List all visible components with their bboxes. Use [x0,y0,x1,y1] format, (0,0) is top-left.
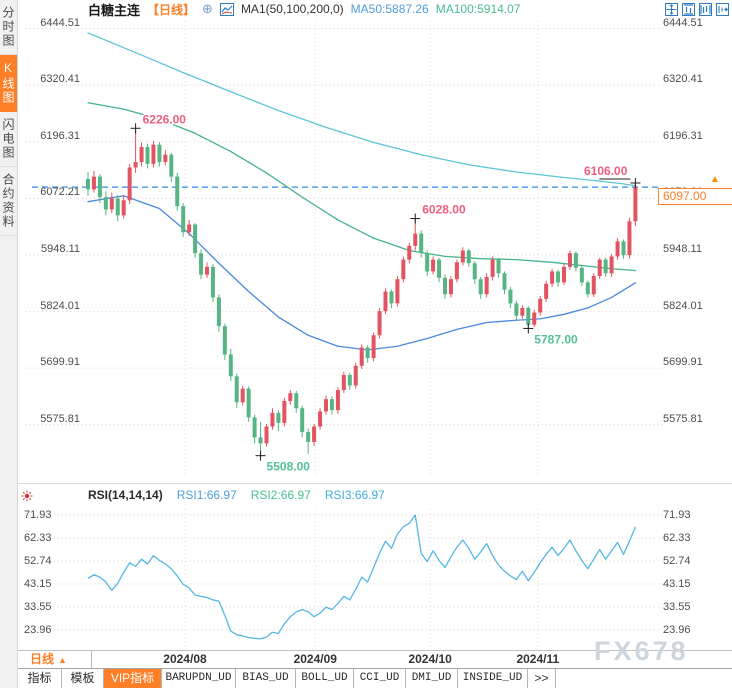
add-indicator-icon[interactable]: ⊕ [202,1,213,16]
indicator-settings-icon[interactable] [21,489,33,502]
ma-settings-label: MA1(50,100,200,0) [240,2,344,16]
sidebar-item-kline-chart[interactable]: K线图 [0,55,17,112]
tab-bias-ud[interactable]: BIAS_UD [236,669,296,688]
svg-text:6226.00: 6226.00 [143,112,187,126]
symbol-name: 白糖主连 [88,2,141,18]
rsi-header: RSI(14,14,14) RSI1:66.97 RSI2:66.97 RSI3… [88,487,385,503]
x-axis-month-label: 2024/11 [516,652,560,666]
tab-more[interactable]: >> [528,669,556,688]
rsi3-value: RSI3:66.97 [324,488,385,502]
chart-header: 白糖主连 【日线】 ⊕ MA1(50,100,200,0) MA50:5887.… [88,1,521,18]
pan-tool-icon[interactable] [665,3,678,16]
rsi2-value: RSI2:66.97 [250,488,311,502]
rsi1-value: RSI1:66.97 [176,488,237,502]
svg-text:5787.00: 5787.00 [534,332,578,346]
x-axis-month-label: 2024/10 [408,652,452,666]
fit-horizontal-icon[interactable] [699,3,712,16]
svg-text:6028.00: 6028.00 [422,203,466,217]
ma100-value: MA100:5914.07 [435,2,521,16]
rsi-title: RSI(14,14,14) [88,488,163,502]
ma50-value: MA50:5887.26 [350,2,429,16]
x-axis-month-label: 2024/08 [163,652,207,666]
indicator-tabs: 指标 模板 VIP指标 BARUPDN_UD BIAS_UD BOLL_UD C… [18,668,732,688]
period-tag: 【日线】 [147,2,196,17]
current-price-badge: 6097.00 [658,188,732,205]
sidebar-item-time-chart[interactable]: 分时图 [0,0,17,55]
tab-dmi-ud[interactable]: DMI_UD [406,669,458,688]
price-up-arrow-icon: ▲ [710,174,720,185]
tab-vip-indicators[interactable]: VIP指标 [104,669,162,688]
tab-cci-ud[interactable]: CCI_UD [354,669,406,688]
tab-templates[interactable]: 模板 [62,669,104,688]
svg-text:6106.00: 6106.00 [584,164,628,178]
chart-type-sidebar: 分时图 K线图 闪电图 合约资料 [0,0,18,688]
go-latest-icon[interactable] [716,3,729,16]
panel-separator [18,483,732,484]
svg-text:5508.00: 5508.00 [267,460,311,474]
main-candlestick-chart[interactable]: 6226.00 6028.00 6106.00 5508.00 5787.00 [18,17,732,483]
sidebar-item-lightning-chart[interactable]: 闪电图 [0,112,17,167]
fit-vertical-icon[interactable] [682,3,695,16]
sidebar-item-contract-info[interactable]: 合约资料 [0,167,17,236]
chevron-up-icon: ▲ [58,655,67,665]
tab-indicators[interactable]: 指标 [18,669,62,688]
x-axis-row: 日线 ▲ 2024/08 2024/09 2024/10 2024/11 [18,650,732,668]
chart-toolbar [665,3,729,16]
tab-barupdn-ud[interactable]: BARUPDN_UD [162,669,236,688]
tab-boll-ud[interactable]: BOLL_UD [296,669,354,688]
x-axis-month-label: 2024/09 [293,652,337,666]
ma-indicator-icon[interactable] [219,2,234,16]
period-label: 日线 [30,652,55,666]
tab-inside-ud[interactable]: INSIDE_UD [458,669,528,688]
rsi-chart[interactable] [18,505,732,650]
period-selector[interactable]: 日线 ▲ [18,651,92,668]
